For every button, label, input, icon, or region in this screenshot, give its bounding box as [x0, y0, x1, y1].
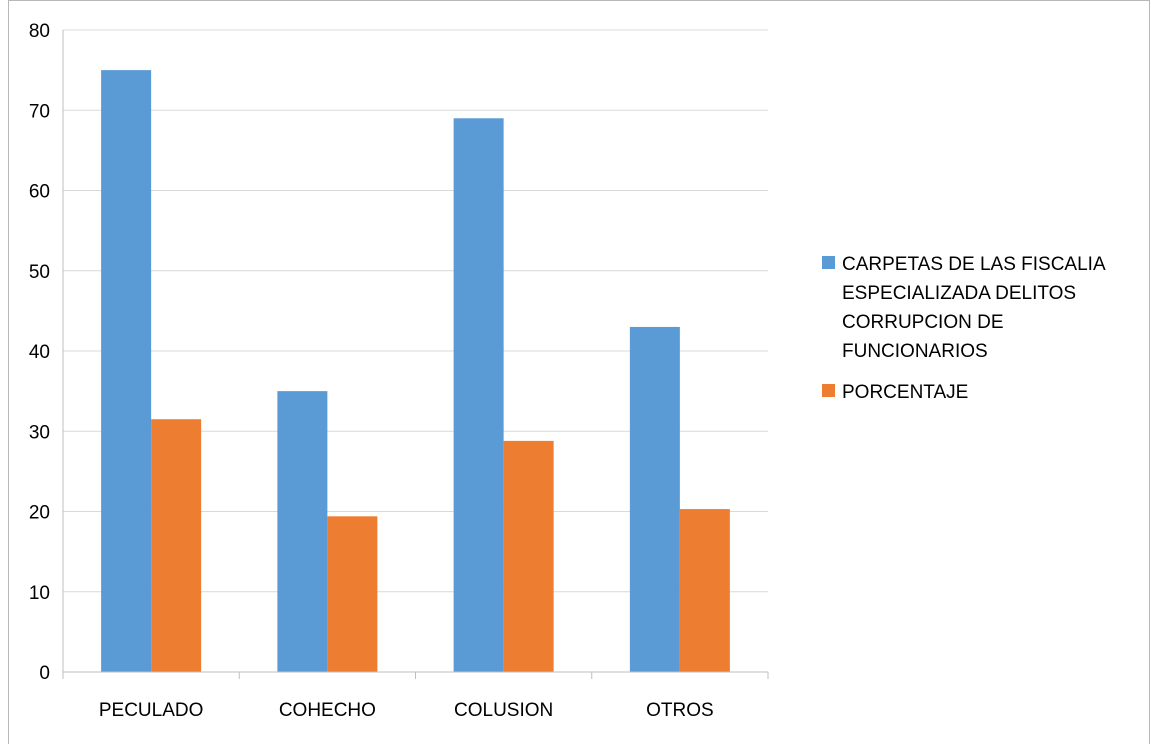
bar-series-2-cohecho [327, 516, 377, 672]
y-tick-label: 70 [29, 101, 50, 122]
x-category-label: COLUSION [454, 700, 553, 721]
x-category-label: COHECHO [279, 700, 376, 721]
legend-item-series-2: PORCENTAJE [822, 378, 1142, 407]
bars [101, 70, 730, 672]
bar-series-1-cohecho [277, 391, 327, 672]
legend-label-series-2: PORCENTAJE [842, 378, 1142, 407]
bar-series-2-colusion [504, 441, 554, 672]
legend-swatch-series-2 [822, 384, 835, 397]
y-tick-label: 40 [29, 342, 50, 363]
y-tick-label: 20 [29, 503, 50, 524]
legend-swatch-series-1 [822, 256, 835, 269]
x-category-label: PECULADO [99, 700, 204, 721]
y-tick-label: 80 [29, 21, 50, 42]
legend: CARPETAS DE LAS FISCALIA ESPECIALIZADA D… [822, 250, 1142, 419]
x-category-label: OTROS [646, 700, 714, 721]
bar-series-1-peculado [101, 70, 151, 672]
y-tick-label: 60 [29, 182, 50, 203]
legend-label-series-1: CARPETAS DE LAS FISCALIA ESPECIALIZADA D… [842, 250, 1142, 366]
y-tick-label: 0 [39, 663, 50, 684]
y-tick-label: 50 [29, 262, 50, 283]
bar-series-2-peculado [151, 419, 201, 672]
bar-series-1-otros [630, 327, 680, 672]
y-tick-label: 10 [29, 583, 50, 604]
bar-series-2-otros [680, 509, 730, 672]
y-tick-label: 30 [29, 422, 50, 443]
legend-item-series-1: CARPETAS DE LAS FISCALIA ESPECIALIZADA D… [822, 250, 1142, 366]
bar-series-1-colusion [454, 118, 504, 672]
